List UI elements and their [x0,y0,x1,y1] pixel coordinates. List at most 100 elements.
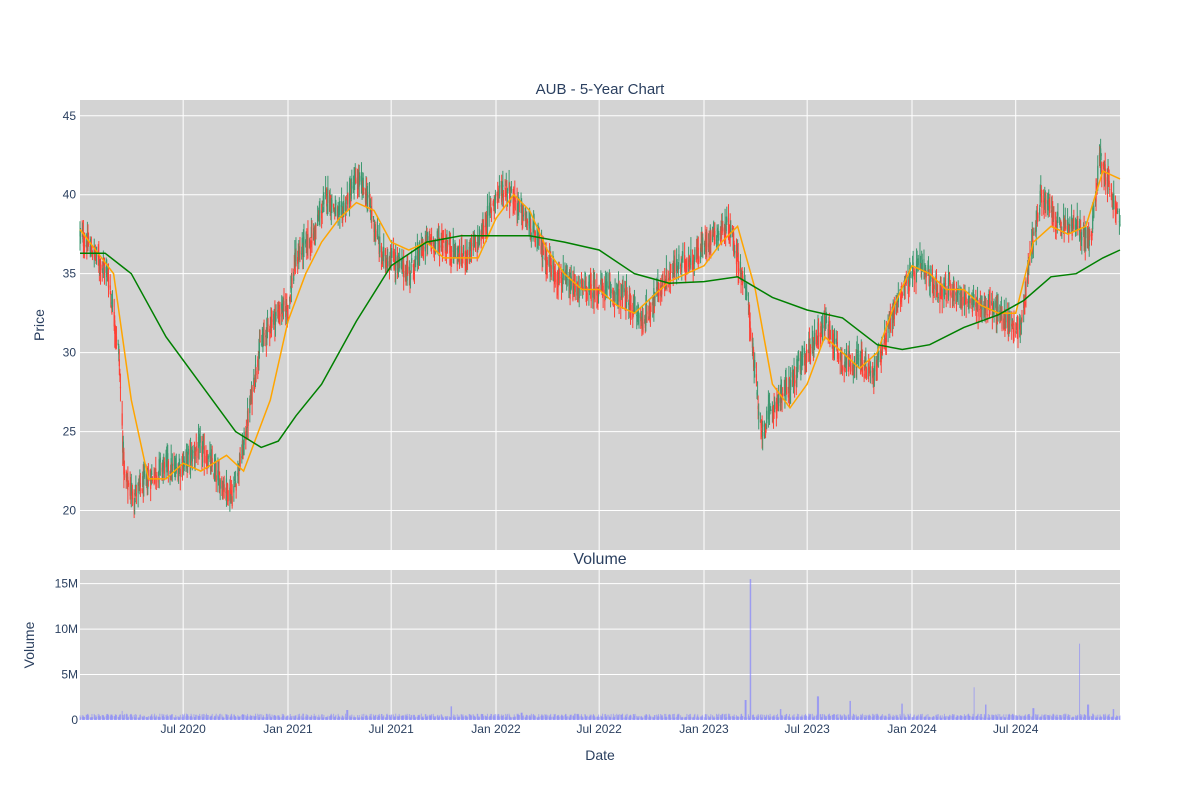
price-candle-body [379,236,381,253]
volume-bar [363,713,365,720]
price-candle-body [618,289,620,302]
volume-bar [775,715,777,720]
volume-bar [194,717,196,720]
volume-bar [562,716,564,720]
volume-bar [295,715,297,720]
price-candle-body [1077,220,1079,228]
volume-bar [460,713,462,720]
price-candle-body [1089,234,1091,236]
volume-bar [517,714,519,720]
volume-bar [411,715,413,720]
volume-bar [777,713,779,720]
volume-bar [949,715,951,720]
volume-bar [201,714,203,720]
volume-bar [205,715,207,720]
price-candle-body [1053,211,1055,220]
price-candle-body [769,405,771,407]
volume-bar [341,715,343,720]
volume-bar [466,715,468,720]
price-candle-body [1067,222,1069,230]
price-candle-body [1039,208,1041,215]
volume-bar [832,715,834,720]
volume-bar [960,715,962,720]
price-candle-body [657,281,659,290]
volume-bar [783,717,785,720]
volume-bar [441,715,443,720]
price-candle-body [699,247,702,259]
price-candle-body [472,237,474,247]
price-candle-body [332,203,335,210]
volume-bar [550,713,552,720]
price-candle-body [436,231,438,238]
volume-bar [1067,716,1069,720]
price-candle-body [1025,279,1027,297]
price-candle-body [114,320,116,334]
volume-bar [710,714,712,720]
price-candle-body [1049,205,1051,209]
volume-bar [314,716,316,720]
volume-bar [654,715,656,720]
price-candle-body [388,257,391,268]
volume-bar [402,715,404,720]
price-candle-body [518,197,520,210]
price-candle-body [701,241,703,254]
volume-bar [769,713,771,720]
volume-bar [286,715,288,720]
price-candle-body [462,245,465,254]
price-candle-body [217,469,220,473]
price-candle-body [646,311,648,315]
volume-bar [892,716,894,720]
volume-bar [868,716,870,720]
volume-bar [965,716,967,720]
price-candle-body [411,258,413,263]
volume-bar [668,714,670,720]
price-candle-body [401,259,403,261]
volume-bar [359,717,361,720]
price-candle-body [234,481,237,485]
price-candle-body [163,458,165,461]
price-candle-body [849,355,851,358]
volume-bar [640,715,642,720]
price-candle-body [1117,211,1119,213]
volume-bar [537,717,539,720]
price-candle-body [921,259,923,272]
price-candle-body [193,451,195,453]
volume-bar [484,715,486,720]
volume-bar [1084,714,1086,720]
volume-bar [737,716,739,720]
price-candle-body [653,295,656,308]
price-candle-body [522,214,524,217]
price-candle-body [576,280,578,296]
volume-bar [247,716,249,720]
volume-bar [139,714,141,720]
volume-bar [439,715,441,720]
volume-bar [1108,715,1110,720]
volume-bar [255,713,257,720]
price-candle-body [351,181,353,189]
volume-bar [436,715,438,720]
price-candle-body [597,297,599,301]
volume-bar [372,714,374,720]
volume-bar [450,706,452,720]
volume-bar [785,714,787,720]
volume-bar [199,713,201,720]
volume-bar [1031,715,1033,720]
volume-bar [470,714,472,720]
volume-bar [564,715,566,720]
price-candle-body [913,271,915,280]
volume-bar [953,714,955,720]
price-candle-body [134,492,136,495]
price-candle-body [596,290,599,299]
price-candle-body [961,296,963,309]
volume-bar [1063,717,1065,720]
price-candle-body [752,343,754,356]
volume-bar [1008,715,1010,720]
volume-bar [592,715,594,720]
price-candle-body [434,242,437,244]
price-candle-body [706,232,708,250]
volume-bar [404,714,406,720]
volume-bar [933,715,935,720]
price-candle-body [784,380,786,397]
price-candle-body [107,277,110,288]
price-candle-body [110,302,112,304]
